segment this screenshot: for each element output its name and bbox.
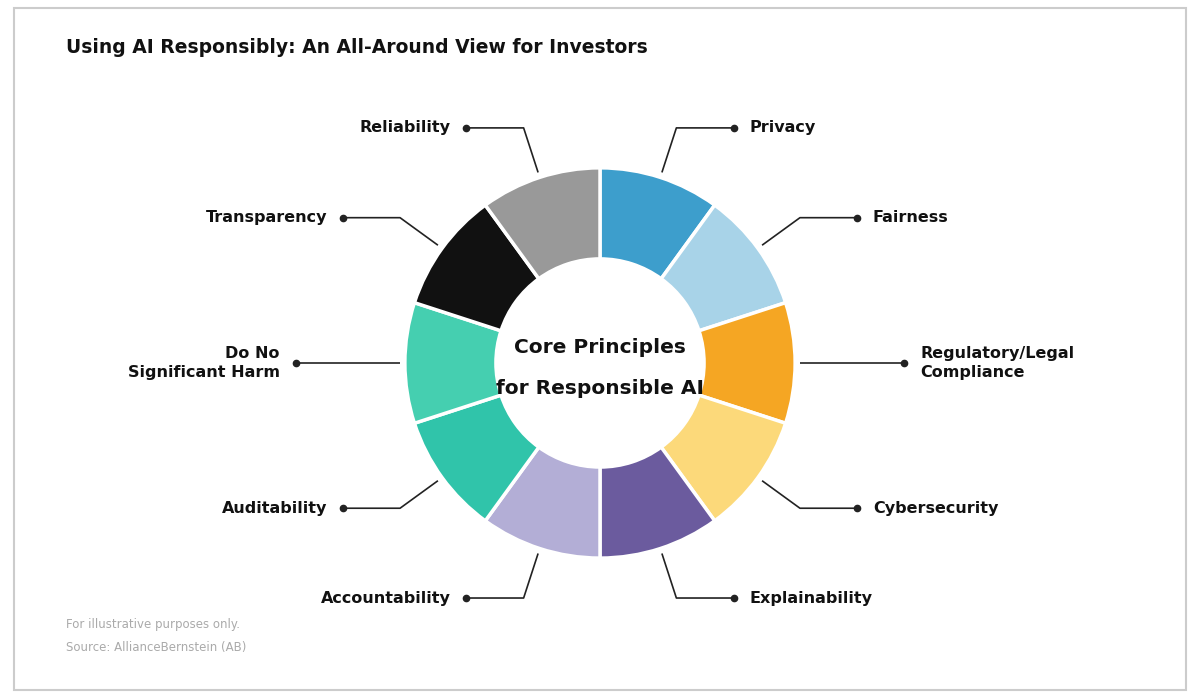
Text: for Responsible AI: for Responsible AI [496,380,704,399]
Text: Do No
Significant Harm: Do No Significant Harm [128,346,280,380]
Text: Source: AllianceBernstein (AB): Source: AllianceBernstein (AB) [66,641,246,654]
Text: Transparency: Transparency [205,210,328,225]
Wedge shape [661,395,786,521]
Wedge shape [414,395,539,521]
Text: For illustrative purposes only.: For illustrative purposes only. [66,618,240,631]
Wedge shape [600,168,715,279]
Wedge shape [600,447,715,558]
Text: Accountability: Accountability [320,591,451,606]
Text: Core Principles: Core Principles [514,338,686,357]
Wedge shape [404,303,502,423]
Text: Using AI Responsibly: An All-Around View for Investors: Using AI Responsibly: An All-Around View… [66,38,648,57]
Wedge shape [485,168,600,279]
Text: Auditability: Auditability [222,500,328,516]
Text: Cybersecurity: Cybersecurity [872,500,998,516]
Text: Regulatory/Legal
Compliance: Regulatory/Legal Compliance [920,346,1074,380]
Wedge shape [698,303,796,423]
Wedge shape [661,205,786,331]
Text: Privacy: Privacy [749,120,816,135]
Text: Reliability: Reliability [360,120,451,135]
Wedge shape [485,447,600,558]
Wedge shape [414,205,539,331]
Text: Fairness: Fairness [872,210,948,225]
Text: Explainability: Explainability [749,591,872,606]
